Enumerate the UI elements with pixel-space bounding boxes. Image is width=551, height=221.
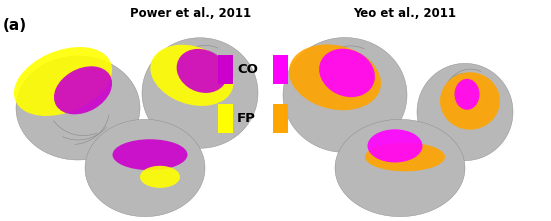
Text: CO: CO — [237, 63, 258, 76]
Text: FP: FP — [237, 112, 256, 125]
Text: Power et al., 2011: Power et al., 2011 — [129, 7, 251, 20]
FancyBboxPatch shape — [273, 104, 288, 133]
Ellipse shape — [440, 72, 500, 130]
Polygon shape — [283, 38, 407, 152]
FancyBboxPatch shape — [218, 104, 233, 133]
Ellipse shape — [455, 79, 479, 110]
Polygon shape — [16, 56, 140, 160]
FancyBboxPatch shape — [273, 55, 288, 84]
Ellipse shape — [319, 49, 375, 97]
Ellipse shape — [365, 143, 445, 171]
Ellipse shape — [177, 49, 228, 93]
Ellipse shape — [54, 66, 112, 114]
Ellipse shape — [112, 139, 187, 170]
Text: Yeo et al., 2011: Yeo et al., 2011 — [354, 7, 456, 20]
Ellipse shape — [14, 47, 112, 116]
FancyBboxPatch shape — [218, 55, 233, 84]
Polygon shape — [85, 119, 205, 217]
Text: (a): (a) — [3, 18, 27, 33]
Polygon shape — [335, 119, 465, 217]
Ellipse shape — [150, 45, 234, 106]
Ellipse shape — [368, 129, 423, 162]
Ellipse shape — [289, 44, 381, 110]
Polygon shape — [417, 63, 513, 161]
Ellipse shape — [140, 166, 180, 188]
Polygon shape — [142, 38, 258, 148]
